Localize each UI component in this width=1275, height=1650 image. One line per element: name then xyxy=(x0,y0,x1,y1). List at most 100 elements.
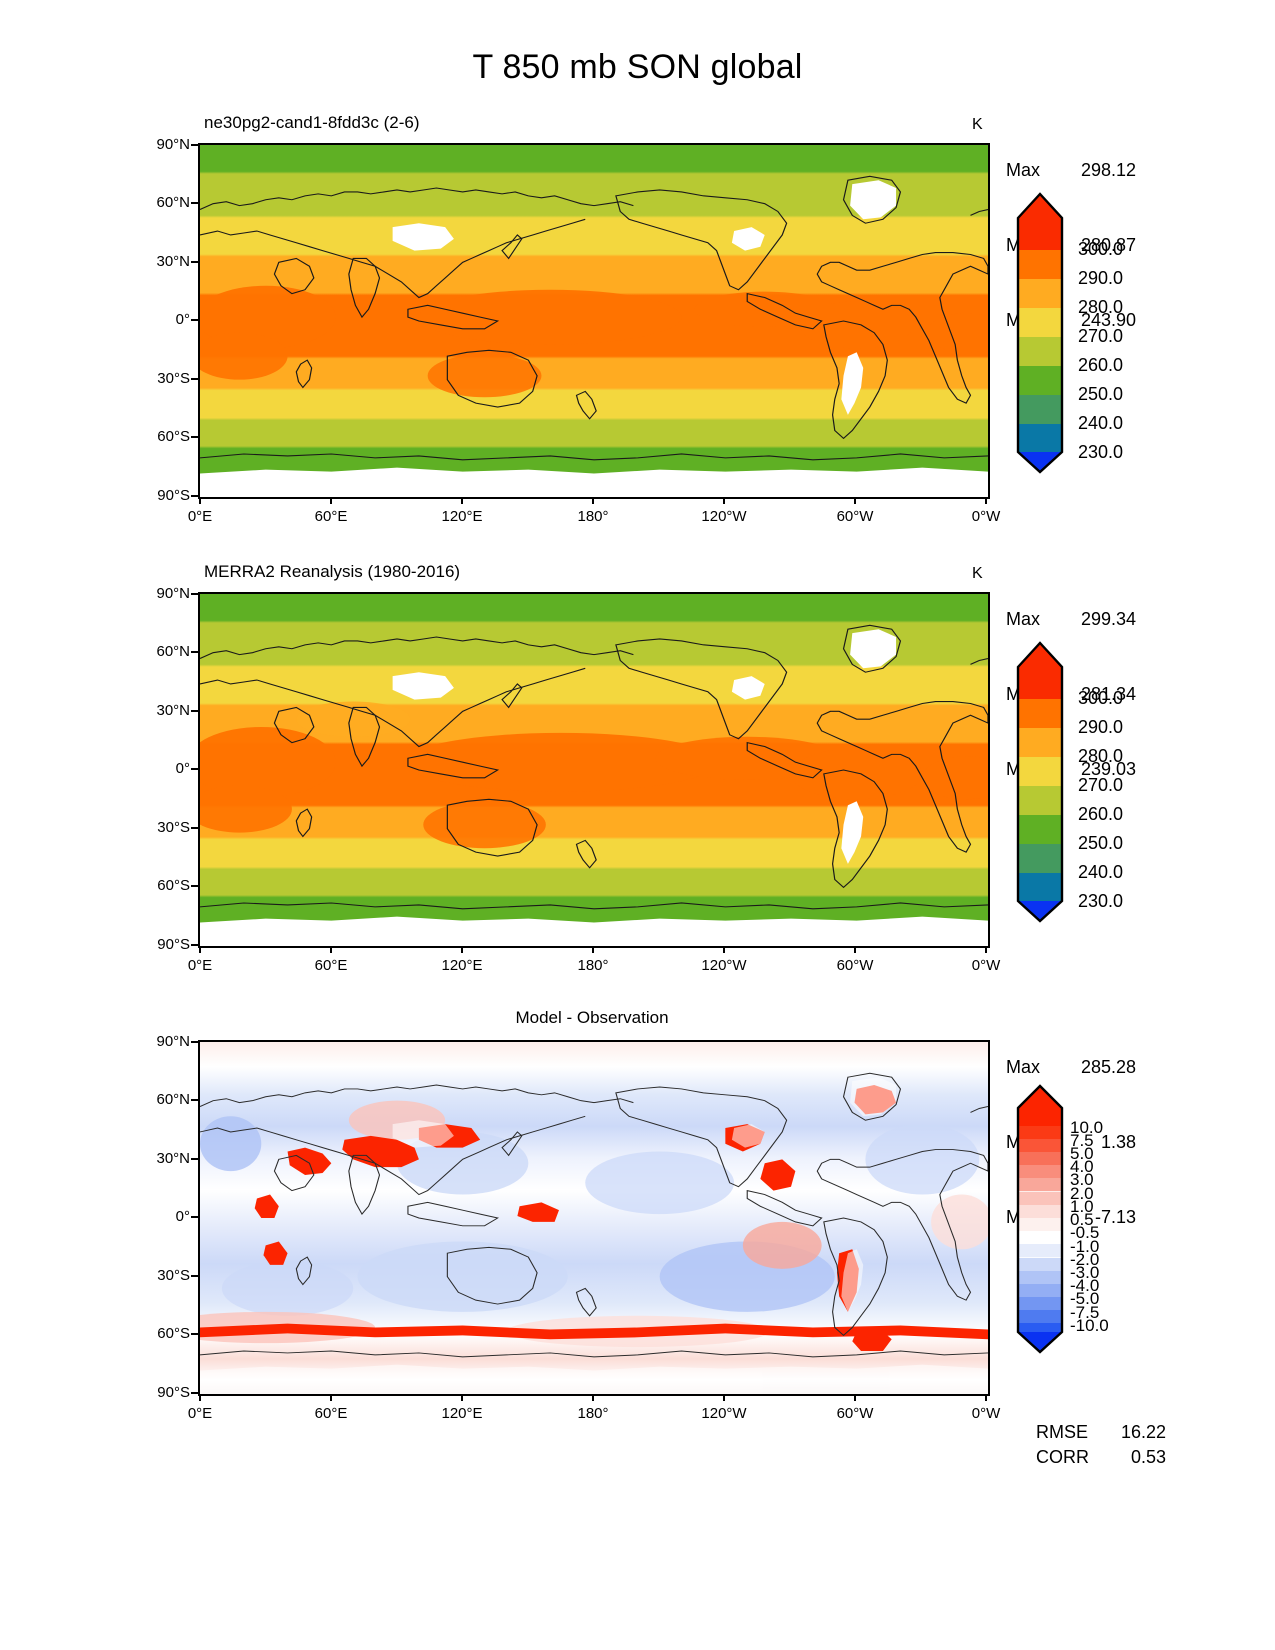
ytick-label: 30°N xyxy=(156,253,190,270)
xtick-mark xyxy=(199,946,201,953)
ytick-label: 60°N xyxy=(156,194,190,211)
stat-label: CORR xyxy=(1036,1447,1090,1467)
xtick-mark xyxy=(461,946,463,953)
xtick-mark xyxy=(854,497,856,504)
stat-value: 0.53 xyxy=(1130,1447,1167,1467)
xtick-mark xyxy=(723,946,725,953)
cb-tick-label: 250.0 xyxy=(1078,833,1124,853)
xtick-mark xyxy=(199,1394,201,1401)
xtick-label: 60°W xyxy=(836,957,874,974)
xtick-label: 180° xyxy=(577,508,609,525)
cb-tick-label: 270.0 xyxy=(1078,326,1124,346)
ytick-label: 60°S xyxy=(157,877,190,894)
xtick-label: 60°E xyxy=(314,1405,348,1422)
xtick-label: 120°W xyxy=(701,1405,747,1422)
xtick-label: 0°W xyxy=(971,508,1001,525)
ytick-mark xyxy=(191,827,198,829)
ytick-mark xyxy=(191,593,198,595)
cb-tick-label: -10.0 xyxy=(1070,1316,1109,1335)
stat-value: -7.13 xyxy=(1094,1207,1136,1227)
ytick-label: 0° xyxy=(175,760,190,777)
xtick-label: 60°W xyxy=(836,1405,874,1422)
xtick-label: 120°W xyxy=(701,957,747,974)
xtick-mark xyxy=(592,946,594,953)
map-difference xyxy=(198,1040,990,1396)
ytick-label: 90°N xyxy=(156,1033,190,1050)
xtick-label: 0°W xyxy=(971,1405,1001,1422)
ytick-mark xyxy=(191,1392,198,1394)
panel-difference-title: Model - Observation xyxy=(515,1008,669,1027)
ytick-mark xyxy=(191,495,198,497)
cb-tick-label: 2.0 xyxy=(1070,1184,1094,1203)
xtick-mark xyxy=(985,1394,987,1401)
cb-tick-label: 300.0 xyxy=(1078,688,1124,708)
ytick-mark xyxy=(191,1158,198,1160)
ytick-label: 30°S xyxy=(157,370,190,387)
ytick-mark xyxy=(191,319,198,321)
stat-value: 243.90 xyxy=(1080,310,1136,330)
ytick-mark xyxy=(191,768,198,770)
stat-value: 16.22 xyxy=(1120,1422,1167,1442)
cb-tick-label: 5.0 xyxy=(1070,1144,1094,1163)
cb-tick-label: 7.5 xyxy=(1070,1131,1094,1150)
ytick-label: 60°S xyxy=(157,1325,190,1342)
ytick-label: 60°N xyxy=(156,1091,190,1108)
cb-tick-label: 260.0 xyxy=(1078,355,1124,375)
xtick-label: 0°W xyxy=(971,957,1001,974)
panel-observation-units: K xyxy=(972,565,983,582)
cb-tick-label: 290.0 xyxy=(1078,717,1124,737)
cb-tick-label: 1.0 xyxy=(1070,1197,1094,1216)
cb-tick-label: 4.0 xyxy=(1070,1157,1094,1176)
panel-model-units: K xyxy=(972,116,983,133)
ytick-mark xyxy=(191,436,198,438)
cb-tick-label: 0.5 xyxy=(1070,1210,1094,1229)
ytick-label: 0° xyxy=(175,311,190,328)
xtick-mark xyxy=(592,497,594,504)
xtick-label: 60°E xyxy=(314,957,348,974)
stat-label: Max xyxy=(1006,160,1041,180)
cb-tick-label: 230.0 xyxy=(1078,891,1124,911)
colorbar-model[interactable] xyxy=(1012,188,1068,476)
ytick-mark xyxy=(191,885,198,887)
stat-label: RMSE xyxy=(1036,1422,1089,1442)
colorbar-model-labels: 300.0 290.0 280.0 270.0 260.0 250.0 240.… xyxy=(1078,188,1198,476)
xtick-mark xyxy=(985,497,987,504)
ytick-mark xyxy=(191,944,198,946)
ytick-label: 90°N xyxy=(156,136,190,153)
stat-value: 285.28 xyxy=(1080,1057,1136,1077)
ytick-label: 60°N xyxy=(156,643,190,660)
cb-tick-label: -3.0 xyxy=(1070,1263,1100,1282)
cb-tick-label: 3.0 xyxy=(1070,1170,1094,1189)
ytick-mark xyxy=(191,1275,198,1277)
ytick-mark xyxy=(191,144,198,146)
ytick-label: 30°N xyxy=(156,1150,190,1167)
panel-model-title: ne30pg2-cand1-8fdd3c (2-6) xyxy=(204,113,420,132)
map-model xyxy=(198,143,990,499)
colorbar-observation-labels: 300.0 290.0 280.0 270.0 260.0 250.0 240.… xyxy=(1078,637,1198,925)
ytick-mark xyxy=(191,651,198,653)
cb-tick-label: 280.0 xyxy=(1078,297,1124,317)
ytick-mark xyxy=(191,1041,198,1043)
colorbar-difference[interactable] xyxy=(1012,1082,1068,1354)
cb-tick-label: 300.0 xyxy=(1078,239,1124,259)
ytick-mark xyxy=(191,1333,198,1335)
cb-tick-label: 240.0 xyxy=(1078,413,1124,433)
panel-observation-title: MERRA2 Reanalysis (1980-2016) xyxy=(204,562,461,581)
xtick-label: 120°W xyxy=(701,508,747,525)
xtick-mark xyxy=(461,497,463,504)
ytick-mark xyxy=(191,202,198,204)
cb-tick-label: 230.0 xyxy=(1078,442,1124,462)
ytick-mark xyxy=(191,710,198,712)
ytick-mark xyxy=(191,1216,198,1218)
cb-tick-label: 290.0 xyxy=(1078,268,1124,288)
xtick-label: 120°E xyxy=(441,508,483,525)
map-observation xyxy=(198,592,990,948)
xtick-mark xyxy=(854,946,856,953)
xtick-label: 120°E xyxy=(441,1405,483,1422)
ytick-mark xyxy=(191,261,198,263)
stat-label: Max xyxy=(1006,609,1041,629)
xtick-label: 0°E xyxy=(187,957,213,974)
page-title: T 850 mb SON global xyxy=(472,48,803,86)
colorbar-observation[interactable] xyxy=(1012,637,1068,925)
xtick-mark xyxy=(330,1394,332,1401)
